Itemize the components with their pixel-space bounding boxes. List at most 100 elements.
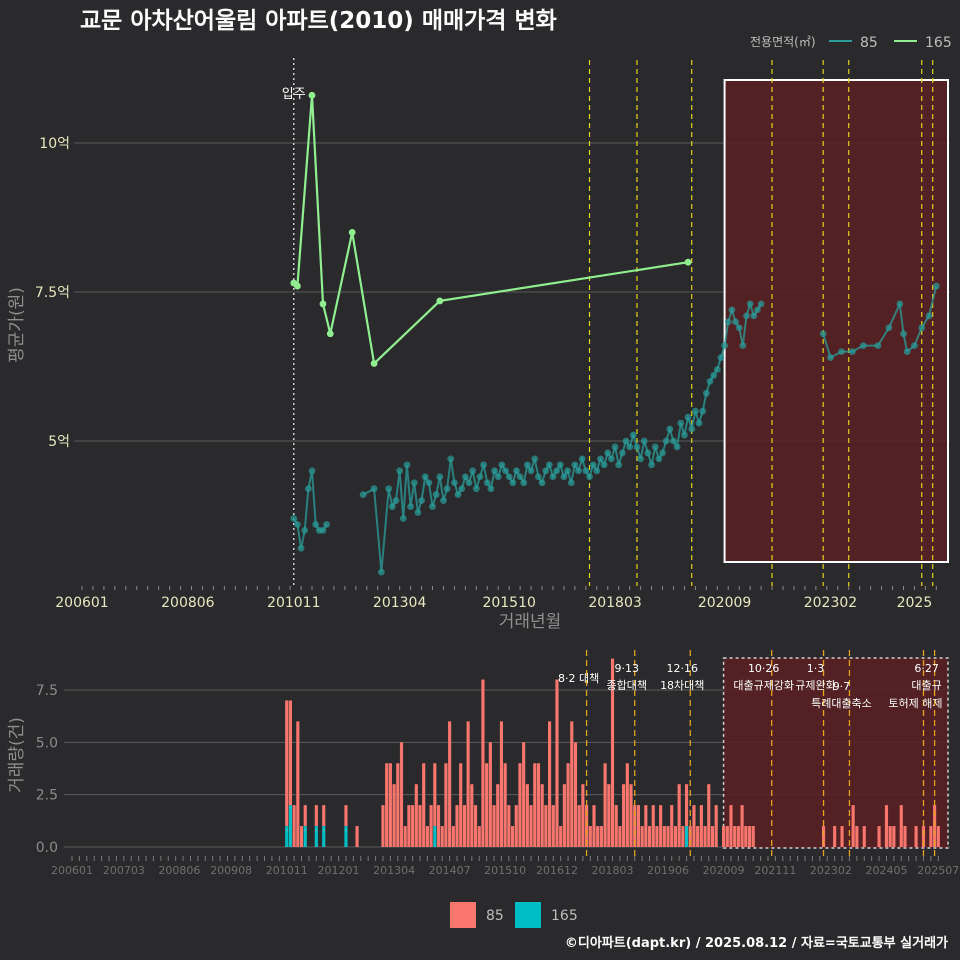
- bar-85: [640, 826, 644, 847]
- bar-85: [707, 784, 711, 847]
- series-85-point: [472, 485, 480, 493]
- series-85-point: [757, 300, 765, 308]
- bar-85: [710, 826, 715, 847]
- bar-85: [540, 784, 544, 847]
- bar-85: [647, 826, 652, 847]
- bottom-x-tick-label: 202405: [865, 864, 907, 877]
- top-legend: 전용면적(㎡) 85 165: [750, 35, 952, 51]
- bar-85: [451, 826, 455, 847]
- bar-85: [525, 784, 529, 847]
- series-85-point: [443, 485, 451, 493]
- series-85-point: [859, 342, 867, 350]
- policy-label: 토허제 해제: [888, 696, 942, 710]
- bar-85: [462, 805, 466, 847]
- bar-85: [673, 826, 678, 847]
- bar-85: [396, 763, 400, 847]
- series-85-point: [743, 312, 750, 320]
- bar-85: [747, 826, 752, 847]
- bottom-y-tick-label: 2.5: [36, 788, 58, 804]
- series-85-point: [542, 467, 550, 475]
- series-85-point: [932, 282, 940, 290]
- series-85-point: [750, 312, 758, 320]
- series-85-point: [440, 497, 447, 504]
- policy-label: 9·7: [833, 680, 851, 693]
- series-85-point: [688, 425, 696, 433]
- series-85-point: [903, 348, 911, 355]
- bar-85: [285, 700, 289, 827]
- series-85-point: [312, 521, 320, 528]
- top-x-tick-label: 201304: [373, 595, 427, 611]
- bar-85: [862, 826, 866, 847]
- bar-85: [821, 826, 826, 847]
- top-x-tick-label: 201011: [267, 595, 320, 611]
- bar-85: [566, 763, 570, 847]
- bar-85: [596, 826, 600, 847]
- bottom-y-tick-label: 5.0: [36, 735, 58, 751]
- bar-85: [725, 826, 729, 847]
- bar-85: [577, 805, 581, 847]
- bar-85: [651, 805, 655, 847]
- top-y-tick-label: 7.5억: [35, 285, 70, 301]
- series-85-point: [633, 443, 641, 451]
- policy-label: 대출규: [911, 679, 941, 692]
- bar-85: [429, 805, 433, 847]
- series-85-point: [556, 461, 564, 469]
- series-85-point: [819, 330, 827, 338]
- bar-85: [529, 805, 533, 847]
- bar-85: [677, 784, 681, 847]
- bar-85: [403, 826, 407, 847]
- series-85-point: [553, 467, 561, 475]
- top-y-tick-label: 10억: [39, 136, 70, 152]
- bar-85: [633, 805, 637, 847]
- series-85-point: [600, 461, 608, 469]
- series-85-point: [575, 467, 582, 475]
- series-165-point: [326, 330, 334, 338]
- bar-165: [344, 826, 348, 847]
- series-85-point: [524, 461, 531, 469]
- series-165-point: [319, 300, 327, 308]
- policy-label: 8·2 대책: [558, 672, 599, 685]
- bottom-x-tick-label: 202009: [703, 864, 745, 877]
- top-y-tick-label: 5억: [48, 434, 70, 450]
- bar-85: [436, 805, 441, 847]
- series-85-point: [516, 473, 524, 481]
- legend-85-label: 85: [860, 35, 878, 51]
- series-85-line: [362, 300, 762, 573]
- series-85-point: [323, 521, 331, 528]
- bar-85: [622, 784, 626, 847]
- series-85-point: [874, 342, 882, 350]
- bottom-x-tick-label: 201407: [429, 864, 471, 877]
- series-85-point: [447, 455, 455, 463]
- series-85-point: [925, 312, 933, 320]
- bar-85: [488, 742, 492, 847]
- series-85-point: [640, 437, 648, 445]
- top-x-tick-label: 201803: [588, 595, 641, 611]
- series-85-point: [527, 467, 535, 475]
- series-85-point: [491, 467, 498, 475]
- series-85-point: [593, 467, 601, 475]
- series-85-point: [297, 544, 305, 552]
- bar-85: [559, 826, 563, 847]
- series-85-point: [480, 461, 488, 469]
- series-85-point: [681, 431, 688, 439]
- bar-85: [714, 805, 718, 847]
- bar-85: [733, 826, 737, 847]
- bar-85: [499, 721, 504, 847]
- policy-label: 10·26: [748, 662, 780, 675]
- bar-85: [433, 763, 437, 827]
- series-85-point: [713, 366, 721, 373]
- bar-85: [699, 805, 703, 847]
- top-y-axis-title: 평균가(원): [7, 287, 27, 363]
- top-x-tick-label: 200601: [55, 595, 108, 611]
- series-85-point: [509, 479, 517, 487]
- bar-85: [518, 763, 522, 847]
- series-85-point: [670, 437, 677, 445]
- bar-85: [892, 826, 896, 847]
- series-85-point: [710, 372, 718, 379]
- series-85-point: [728, 306, 736, 314]
- bottom-x-tick-label: 200806: [158, 864, 200, 877]
- bar-165: [303, 826, 307, 847]
- bar-85: [448, 721, 452, 847]
- bar-85: [696, 826, 700, 847]
- bar-85: [933, 805, 937, 847]
